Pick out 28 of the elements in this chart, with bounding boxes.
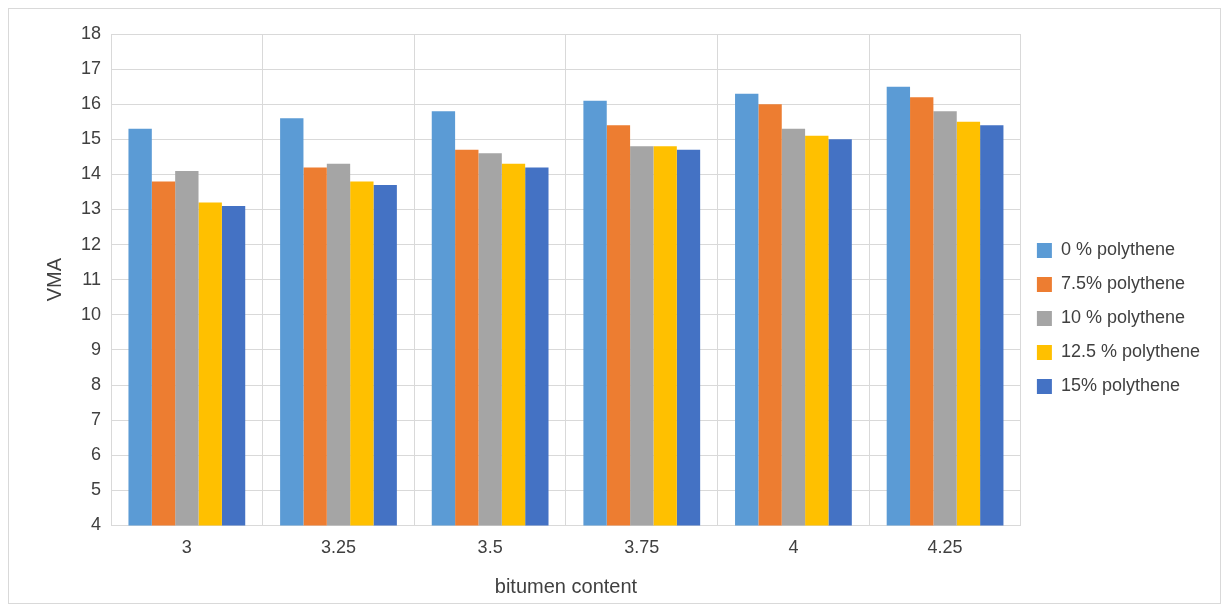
legend-label: 7.5% polythene	[1060, 273, 1185, 294]
y-tick-label: 5	[91, 479, 102, 500]
x-tick-label: 3.25	[320, 537, 357, 558]
legend-label: 0 % polythene	[1060, 239, 1175, 260]
x-tick-label: 4.25	[927, 537, 963, 558]
y-axis-title: VMA	[42, 257, 65, 302]
x-tick-label: 3	[181, 537, 192, 558]
y-tick-label: 17	[80, 58, 102, 79]
y-tick-label: 14	[80, 163, 102, 184]
y-tick-label: 9	[91, 338, 102, 359]
y-tick-label: 15	[80, 128, 102, 149]
y-tick-label: 7	[91, 409, 102, 430]
x-tick-label: 3.75	[624, 537, 660, 558]
y-tick-label: 8	[91, 373, 102, 394]
y-tick-label: 11	[82, 268, 102, 289]
y-tick-label: 12	[80, 233, 102, 254]
legend-label: 15% polythene	[1060, 375, 1180, 396]
y-tick-label: 4	[91, 514, 102, 535]
legend-label: 12.5 % polythene	[1060, 341, 1200, 362]
y-tick-label: 10	[80, 303, 102, 324]
legend-label: 10 % polythene	[1060, 307, 1185, 328]
x-tick-label: 3.5	[477, 537, 503, 558]
y-tick-label: 16	[80, 93, 102, 114]
x-axis-title: bitumen content	[494, 574, 638, 597]
y-tick-label: 6	[91, 444, 102, 465]
y-tick-label: 13	[80, 198, 102, 219]
y-tick-label: 18	[80, 22, 102, 43]
x-tick-label: 4	[788, 537, 799, 558]
